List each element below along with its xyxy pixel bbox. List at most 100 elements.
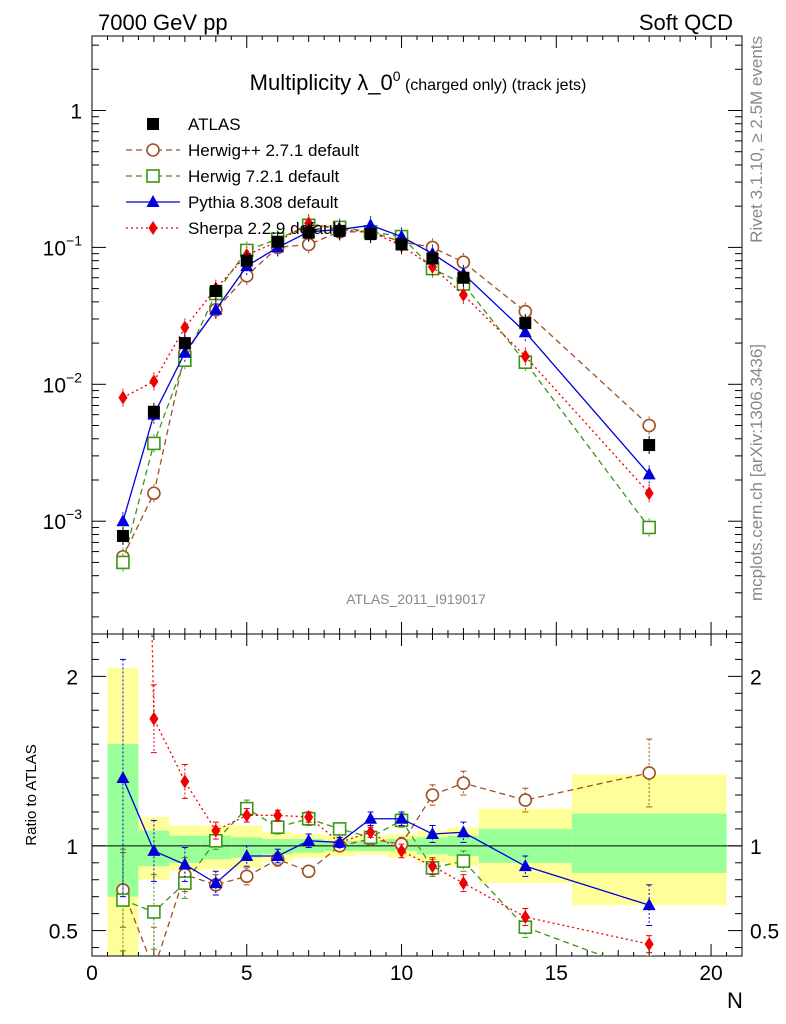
mcplots-label: mcplots.cern.ch [arXiv:1306.3436] — [747, 344, 766, 601]
y-tick-label-ratio: 0.5 — [49, 921, 78, 944]
series-herwigpp — [116, 222, 656, 566]
ratio-point — [148, 964, 160, 976]
ratio-point — [456, 854, 471, 868]
y-tick-label-ratio-right: 1 — [750, 836, 762, 859]
ratio-point — [456, 776, 471, 790]
process-label: Soft QCD — [639, 10, 733, 35]
ratio-point — [178, 857, 192, 870]
ratio-series — [116, 634, 656, 979]
y-tick-label-ratio: 1 — [66, 836, 78, 859]
ratio-point — [397, 843, 407, 858]
ratio-point — [518, 793, 533, 807]
ratio-point — [239, 869, 254, 884]
y-ticks-main — [92, 44, 742, 618]
data-point — [116, 529, 129, 542]
ratio-point — [395, 811, 409, 824]
legend-label: Herwig++ 2.7.1 default — [188, 141, 359, 160]
data-point — [271, 235, 284, 248]
data-point — [644, 486, 654, 501]
legend-marker — [147, 118, 159, 130]
data-point — [642, 418, 656, 433]
data-point — [147, 486, 161, 501]
ratio-point — [273, 808, 283, 823]
y-tick-label-main: 1 — [70, 100, 82, 123]
ratio-point — [270, 820, 285, 835]
legend-entry-atlas: ATLAS — [147, 115, 241, 134]
data-point — [458, 287, 468, 302]
y-tick-label-ratio-right: 0.5 — [750, 921, 779, 944]
ratio-point — [456, 825, 470, 838]
ratio-point — [366, 825, 376, 840]
ratio-point — [333, 835, 347, 848]
legend-label: Sherpa 2.2.9 default — [188, 219, 341, 238]
ratio-panel: 0 5 10 15 200.5 0.51 12 2 — [49, 36, 779, 985]
x-ticks — [91, 36, 743, 956]
y-axis-label-ratio: Ratio to ATLAS — [23, 744, 40, 845]
data-point — [520, 349, 530, 364]
y-tick-label-main: 10−2 — [43, 369, 83, 397]
legend-label: Pythia 8.308 default — [188, 193, 339, 212]
legend-entry-sherpa: Sherpa 2.2.9 default — [126, 219, 341, 238]
y-tick-label-ratio-right: 2 — [750, 666, 762, 689]
legend-marker — [146, 169, 160, 183]
y-tick-label-main: 10−3 — [43, 506, 83, 534]
data-point — [147, 405, 160, 418]
legend-entry-herwig7: Herwig 7.2.1 default — [126, 167, 339, 186]
data-point — [240, 254, 253, 267]
band-inner — [262, 839, 294, 855]
analysis-watermark: ATLAS_2011_I919017 — [346, 591, 486, 607]
ratio-point — [271, 849, 285, 862]
legend-marker — [146, 195, 160, 207]
series-line-pythia — [122, 224, 650, 522]
x-tick-label: 15 — [545, 962, 568, 985]
data-point — [457, 271, 470, 284]
ratio-point — [642, 898, 656, 911]
legend-entry-pythia: Pythia 8.308 default — [126, 193, 339, 212]
beam-label: 7000 GeV pp — [98, 10, 228, 35]
data-point — [149, 374, 159, 389]
y-tick-label-ratio: 2 — [66, 666, 78, 689]
series-herwig7 — [116, 216, 656, 572]
ratio-point — [178, 876, 192, 890]
uncertainty-bands — [107, 667, 727, 956]
data-point — [643, 439, 656, 452]
ratio-point — [458, 876, 468, 891]
data-point — [209, 285, 222, 298]
data-point — [364, 218, 378, 231]
ratio-point — [304, 810, 314, 825]
ratio-point — [147, 905, 161, 919]
data-point — [116, 514, 130, 527]
ratio-point — [642, 766, 656, 780]
band-inner — [571, 813, 727, 873]
ratio-point — [644, 937, 654, 952]
ratio-point — [332, 822, 347, 836]
ratio-series-pythia — [116, 658, 656, 926]
x-axis-label: N — [727, 988, 743, 1013]
data-point — [178, 337, 191, 350]
series-atlas — [116, 221, 656, 545]
chart-title: Multiplicity λ_00 (charged only) (track … — [250, 68, 587, 95]
legend: ATLAS Herwig++ 2.7.1 default Herwig 7.2.1 … — [126, 115, 359, 238]
ratio-point — [518, 859, 532, 872]
series-line-herwigpp — [122, 231, 650, 558]
series-line-sherpa — [122, 222, 650, 494]
ratio-point — [209, 876, 223, 889]
main-series — [116, 214, 656, 572]
chart-title-suffix: (charged only) (track jets) — [401, 77, 587, 94]
y-ticks-ratio — [92, 641, 742, 949]
ratio-point — [116, 771, 130, 784]
ratio-line-sherpa — [151, 634, 650, 945]
data-point — [642, 467, 656, 480]
ratio-point — [643, 967, 655, 979]
data-point — [364, 228, 377, 241]
data-point — [118, 390, 128, 405]
ratio-point — [242, 808, 252, 823]
legend-label: Herwig 7.2.1 default — [188, 167, 339, 186]
ratio-point — [520, 910, 530, 925]
data-point — [116, 555, 130, 570]
data-point — [642, 520, 656, 535]
ratio-series-sherpa — [149, 634, 654, 954]
rivet-label: Rivet 3.1.10, ≥ 2.5M events — [747, 36, 766, 243]
data-point — [180, 320, 190, 335]
